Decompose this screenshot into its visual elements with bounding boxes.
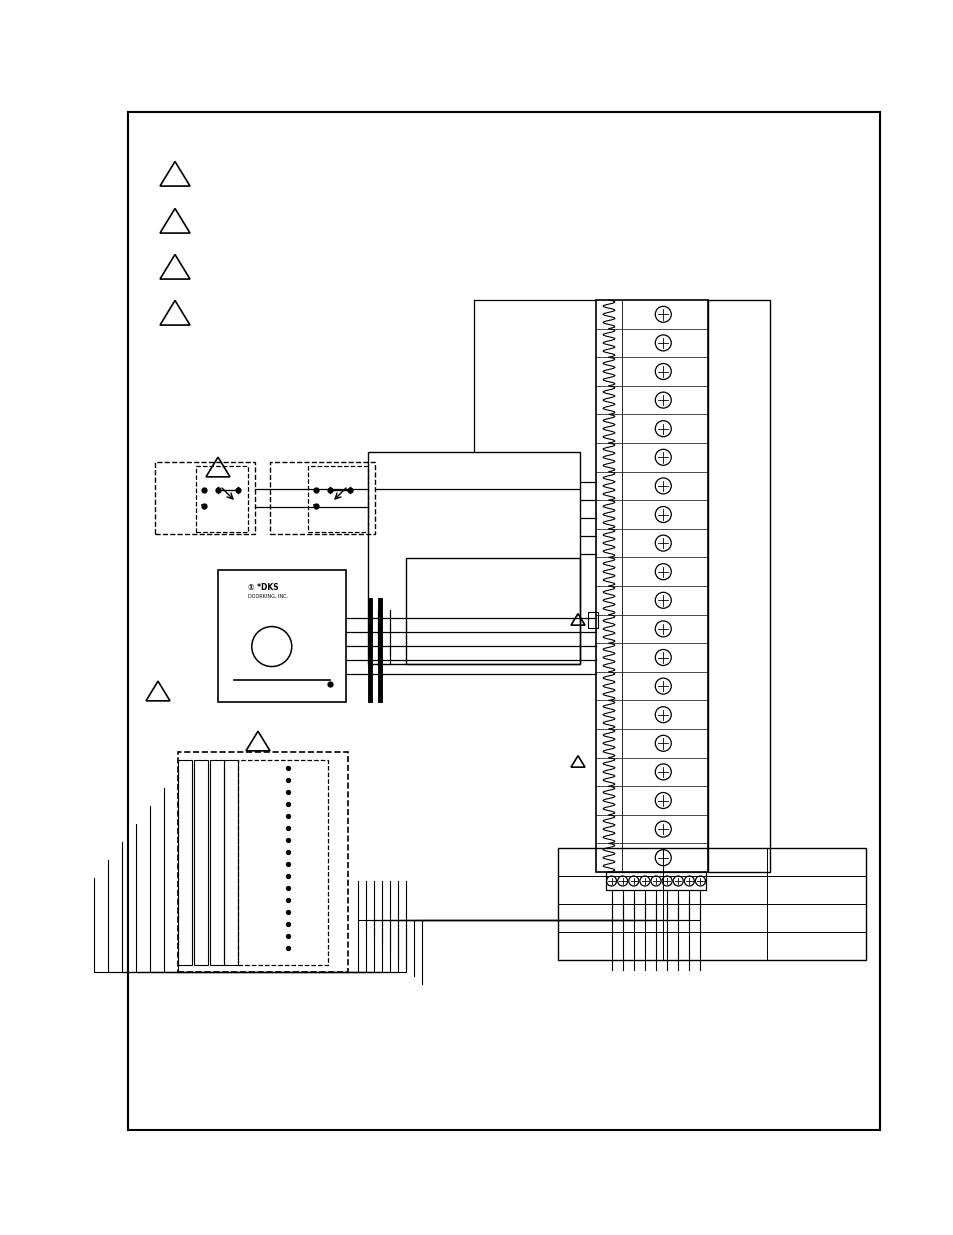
Bar	[178, 760, 192, 965]
Bar	[128, 112, 879, 1130]
Bar	[587, 613, 598, 629]
Bar	[558, 848, 865, 960]
Bar	[224, 760, 237, 965]
Bar	[308, 466, 368, 532]
Bar	[210, 760, 224, 965]
FancyArrow shape	[201, 490, 207, 510]
Bar	[195, 466, 248, 532]
Bar	[368, 452, 579, 664]
Bar	[178, 752, 348, 972]
Bar	[605, 872, 705, 890]
Bar	[406, 558, 579, 664]
Bar	[707, 300, 769, 872]
Text: DOORKING, INC.: DOORKING, INC.	[248, 594, 288, 599]
FancyArrow shape	[313, 490, 318, 510]
Bar	[154, 462, 254, 534]
Bar	[237, 760, 328, 965]
Bar	[270, 462, 375, 534]
Bar	[193, 760, 208, 965]
Bar	[218, 571, 346, 701]
Bar	[596, 300, 707, 872]
Text: ① *DKS: ① *DKS	[248, 583, 278, 592]
